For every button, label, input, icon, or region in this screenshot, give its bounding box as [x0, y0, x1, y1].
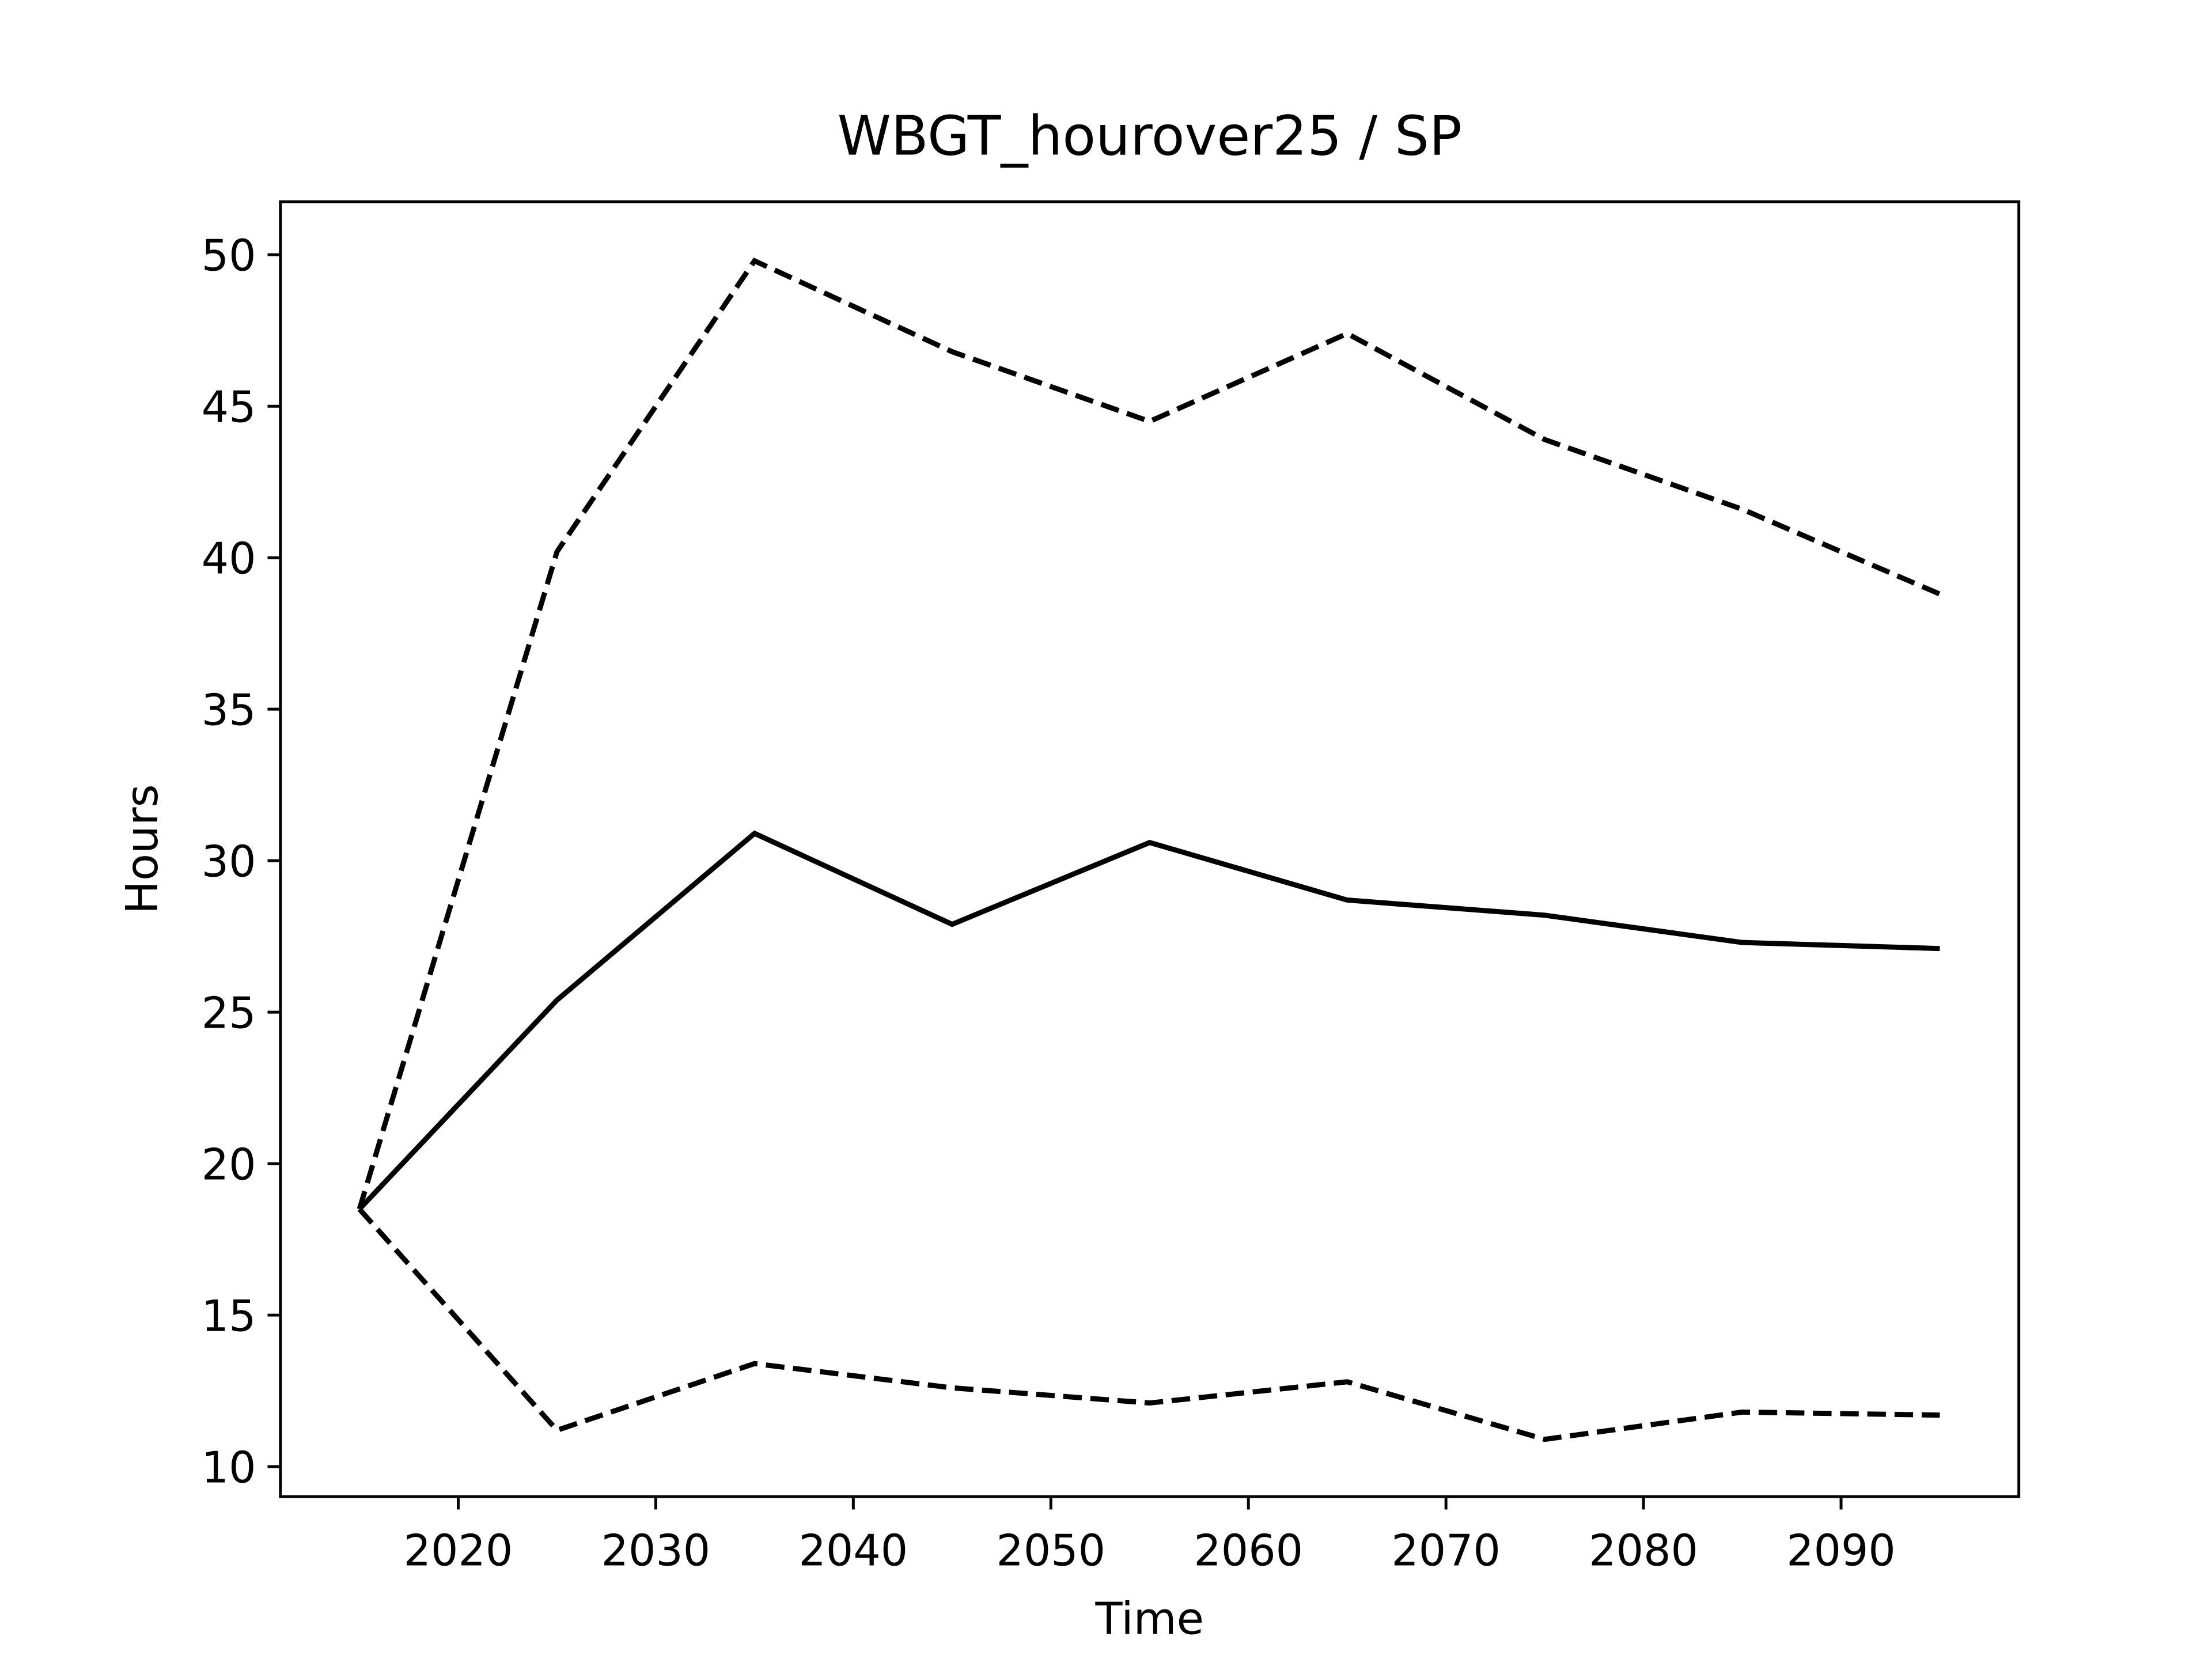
- x-tick-label: 2090: [1786, 1525, 1896, 1575]
- line-series: [357, 1207, 1940, 1442]
- y-tick-label: 30: [202, 836, 256, 887]
- x-tick-label: 2020: [404, 1525, 513, 1575]
- y-tick-label: 40: [202, 534, 256, 584]
- x-axis-label: Time: [1095, 1594, 1204, 1645]
- line-series: [357, 830, 1940, 1211]
- x-tick-label: 2070: [1391, 1525, 1501, 1575]
- y-tick-label: 20: [202, 1139, 256, 1190]
- x-tick-label: 2040: [799, 1525, 908, 1575]
- y-axis-label: Hours: [117, 784, 168, 914]
- y-tick-label: 50: [202, 231, 256, 281]
- plot-frame: [279, 200, 2021, 1498]
- y-tick-label: 10: [202, 1442, 256, 1493]
- y-tick-label: 25: [202, 988, 256, 1038]
- y-tick-label: 15: [202, 1291, 256, 1341]
- x-tick-label: 2030: [601, 1525, 711, 1575]
- y-tick-label: 35: [202, 685, 256, 735]
- y-tick-label: 45: [202, 382, 256, 433]
- x-tick-label: 2080: [1589, 1525, 1698, 1575]
- x-tick-label: 2050: [996, 1525, 1105, 1575]
- line-series: [357, 257, 1941, 1210]
- chart-title: WBGT_hourover25 / SP: [838, 104, 1462, 168]
- x-tick-label: 2060: [1194, 1525, 1303, 1575]
